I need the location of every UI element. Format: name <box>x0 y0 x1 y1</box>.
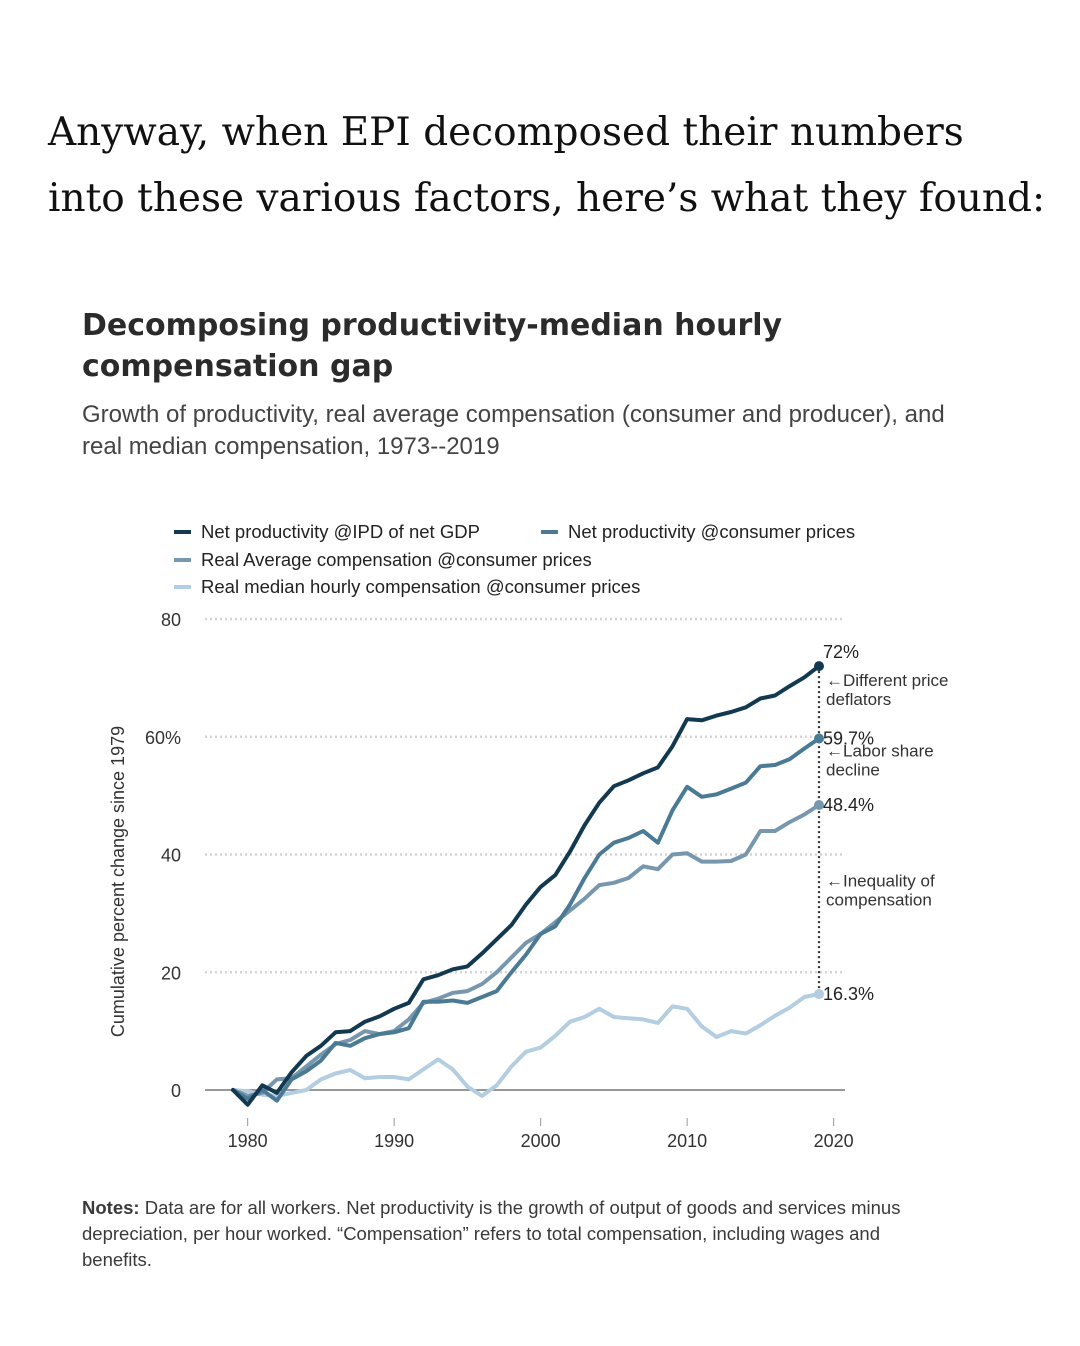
end-label-net-productivity-consumer-prices: 59.7% <box>823 729 874 749</box>
intro-line-1: Anyway, when EPI decomposed their number… <box>48 110 964 155</box>
chart-subtitle: Growth of productivity, real average com… <box>82 401 945 460</box>
x-tick-label-1990: 1990 <box>374 1131 414 1151</box>
end-dot-net-productivity-ipd-of-net-gdp <box>814 661 824 672</box>
x-tick-label-2000: 2000 <box>521 1131 561 1151</box>
notes-line-2: depreciation, per hour worked. “Compensa… <box>82 1223 881 1244</box>
annotation-1-line-1: ←Different price <box>826 671 949 690</box>
notes-line-1: Data are for all workers. Net productivi… <box>139 1197 901 1218</box>
y-tick-label-40: 40 <box>161 846 181 866</box>
x-tick-label-1980: 1980 <box>228 1131 268 1151</box>
y-tick-label-20: 20 <box>161 963 181 983</box>
legend-label-net-productivity-ipd-of-net-gdp: Net productivity @IPD of net GDP <box>201 521 480 542</box>
chart-legend: Net productivity @IPD of net GDP Net prod… <box>174 521 855 597</box>
series-line-real-median-hourly-compensation-consumer-prices <box>231 992 821 1098</box>
end-dot-real-average-compensation-consumer-prices <box>814 800 824 811</box>
legend-label-net-productivity-consumer-prices: Net productivity @consumer prices <box>568 521 855 542</box>
chart-annotations: 72% 59.7% 48.4% 16.3% ←Different pricedeflat… <box>814 642 949 1004</box>
annotation-2-line-2: decline <box>826 760 880 779</box>
intro-text: Anyway, when EPI decomposed their number… <box>48 100 1058 232</box>
x-tick-label-2010: 2010 <box>667 1131 707 1151</box>
chart-axes: 0 20 40 60% 80 1980 1990 2000 2010 2020 Cumulative… <box>108 610 854 1151</box>
annotation-3-line-1: ←Inequality of <box>826 872 935 891</box>
end-label-real-median-hourly-compensation-consumer-prices: 16.3% <box>823 984 874 1004</box>
chart-title: Decomposing productivity-median hourly c… <box>82 308 783 384</box>
y-tick-label-80: 80 <box>161 610 181 630</box>
legend-label-real-median-hourly-compensation-consumer-prices: Real median hourly compensation @consume… <box>201 576 640 597</box>
legend-label-real-average-compensation-consumer-prices: Real Average compensation @consumer pric… <box>201 549 592 570</box>
annotation-3-line-2: compensation <box>826 891 932 910</box>
end-label-net-productivity-ipd-of-net-gdp: 72% <box>823 642 859 662</box>
y-axis-label: Cumulative percent change since 1979 <box>108 726 128 1037</box>
end-dot-net-productivity-consumer-prices <box>814 733 824 744</box>
series-line-net-productivity-consumer-prices <box>231 736 821 1103</box>
series-line-net-productivity-ipd-of-net-gdp <box>231 664 821 1107</box>
end-label-real-average-compensation-consumer-prices: 48.4% <box>823 795 874 815</box>
annotation-1-line-2: deflators <box>826 690 891 709</box>
end-dot-real-median-hourly-compensation-consumer-prices <box>814 989 824 1000</box>
annotation-2-line-1: ←Labor share <box>826 741 934 760</box>
chart-grid <box>205 617 845 974</box>
y-tick-label-0: 0 <box>171 1081 181 1101</box>
notes-label: Notes: <box>82 1197 140 1218</box>
notes-line-3: benefits. <box>82 1249 152 1270</box>
x-tick-label-2020: 2020 <box>814 1131 854 1151</box>
intro-line-2: into these various factors, here’s what … <box>48 176 1046 221</box>
chart-notes: Notes: Data are for all workers. Net pro… <box>82 1195 1002 1273</box>
y-tick-label-60: 60% <box>145 728 181 748</box>
chart-series <box>231 664 821 1107</box>
